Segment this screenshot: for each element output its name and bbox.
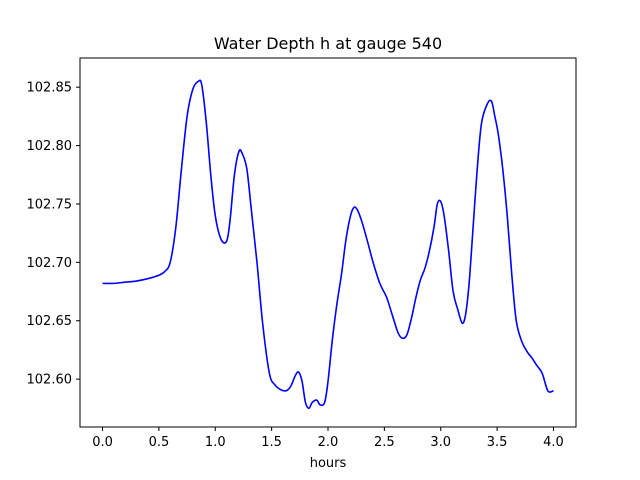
- y-tick-label: 102.70: [27, 256, 73, 271]
- plot-area: [102, 79, 554, 410]
- x-axis-label: hours: [310, 456, 347, 471]
- x-tick-label: 1.5: [261, 435, 282, 450]
- x-tick-label: 1.0: [205, 435, 226, 450]
- axes-frame: [79, 57, 577, 428]
- x-tick-label: 2.5: [374, 435, 395, 450]
- chart-title: Water Depth h at gauge 540: [214, 34, 442, 53]
- x-tick-label: 2.0: [318, 435, 339, 450]
- series-line-0: [102, 79, 554, 410]
- y-tick-label: 102.60: [27, 373, 73, 388]
- y-tick-label: 102.65: [27, 314, 73, 329]
- x-axis: 0.0 0.5 1.0 1.5 2.0 2.5 3.0 3.5 4.0: [92, 427, 564, 450]
- x-tick-label: 3.0: [430, 435, 451, 450]
- x-tick-label: 0.0: [92, 435, 113, 450]
- x-tick-label: 3.5: [487, 435, 508, 450]
- x-tick-label: 0.5: [149, 435, 170, 450]
- y-tick-label: 102.85: [27, 81, 73, 96]
- y-axis: 102.60 102.65 102.70 102.75 102.80 102.85: [27, 81, 80, 388]
- y-tick-label: 102.80: [27, 139, 73, 154]
- x-tick-label: 4.0: [543, 435, 564, 450]
- y-tick-label: 102.75: [27, 197, 73, 212]
